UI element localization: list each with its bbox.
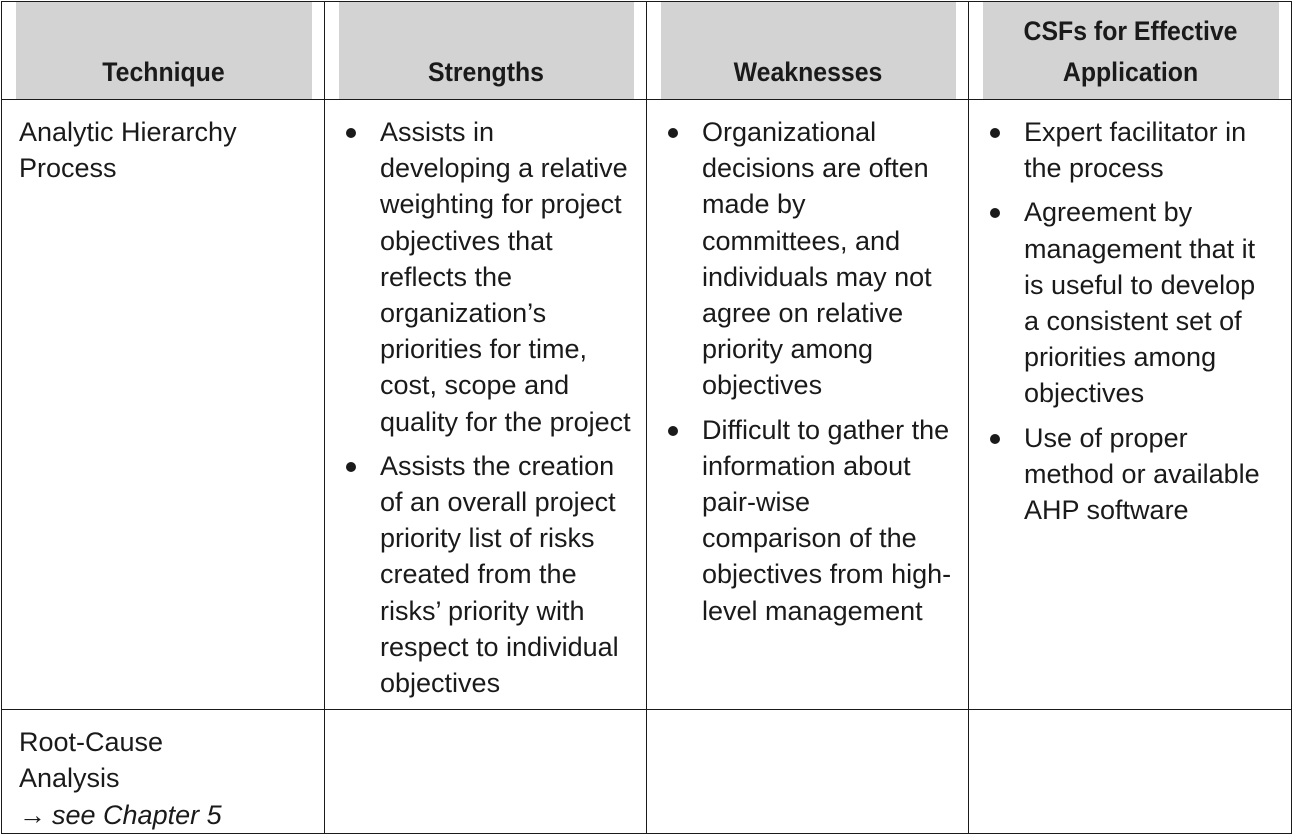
technique-cell: Analytic Hierarchy Process (1, 98, 325, 711)
table-row: Analytic Hierarchy Process Assists in de… (1, 98, 1292, 711)
weaknesses-list: Organizational decisions are often made … (664, 114, 954, 629)
technique-name: Root-Cause Analysis (19, 727, 164, 794)
bullet-icon (668, 128, 678, 138)
csfs-cell: Expert facilitator in the process Agreem… (968, 98, 1292, 711)
list-item: Assists in developing a relative weighti… (342, 114, 632, 440)
column-header-weaknesses: Weaknesses (658, 1, 957, 100)
bullet-icon (990, 433, 1000, 444)
arrow-right-icon: → (19, 799, 46, 830)
strengths-list: Assists in developing a relative weighti… (342, 114, 632, 701)
list-item: Organizational decisions are often made … (664, 114, 954, 404)
column-header-technique: Technique (13, 1, 313, 100)
table-row: Root-Cause Analysis → see Chapter 5 (1, 709, 1292, 834)
bullet-icon (346, 128, 356, 138)
bullet-icon (346, 461, 356, 472)
header-row: Technique Strengths Weaknesses CSFs for … (2, 1, 1292, 100)
list-item: Assists the creation of an overall proje… (342, 448, 632, 701)
column-header-strengths: Strengths (336, 1, 635, 100)
technique-name: Analytic Hierarchy Process (19, 117, 237, 184)
list-item: Difficult to gather the information abou… (664, 412, 954, 629)
weaknesses-cell: Organizational decisions are often made … (646, 98, 969, 711)
bullet-icon (668, 425, 678, 436)
technique-cell: Root-Cause Analysis → see Chapter 5 (1, 709, 325, 834)
weaknesses-cell (646, 709, 969, 834)
list-item: Expert facilitator in the process (986, 114, 1277, 186)
bullet-icon (990, 128, 1000, 138)
bullet-icon (990, 208, 1000, 219)
column-header-csfs: CSFs for Effective Application (980, 1, 1280, 100)
chapter-reference-text: see Chapter 5 (52, 799, 222, 830)
strengths-cell (324, 709, 647, 834)
csfs-cell (968, 709, 1292, 834)
list-item: Agreement by management that it is usefu… (986, 194, 1277, 411)
strengths-cell: Assists in developing a relative weighti… (324, 98, 647, 711)
chapter-reference: → see Chapter 5 (19, 797, 310, 833)
csfs-list: Expert facilitator in the process Agreem… (986, 114, 1277, 528)
list-item: Use of proper method or available AHP so… (986, 420, 1277, 529)
